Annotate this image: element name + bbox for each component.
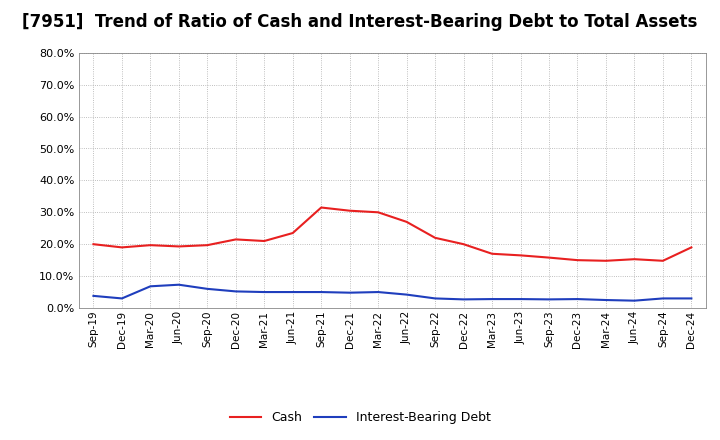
Cash xyxy=(146,242,155,248)
Cash xyxy=(289,231,297,236)
Interest-Bearing Debt xyxy=(516,297,525,302)
Interest-Bearing Debt xyxy=(402,292,411,297)
Cash xyxy=(659,258,667,264)
Cash xyxy=(232,237,240,242)
Cash xyxy=(260,238,269,244)
Cash xyxy=(630,257,639,262)
Cash xyxy=(203,242,212,248)
Cash xyxy=(346,208,354,213)
Cash xyxy=(89,242,98,247)
Interest-Bearing Debt xyxy=(346,290,354,295)
Interest-Bearing Debt xyxy=(146,284,155,289)
Interest-Bearing Debt xyxy=(203,286,212,291)
Cash xyxy=(573,257,582,263)
Interest-Bearing Debt xyxy=(602,297,611,303)
Interest-Bearing Debt xyxy=(487,297,496,302)
Line: Cash: Cash xyxy=(94,208,691,261)
Interest-Bearing Debt xyxy=(687,296,696,301)
Interest-Bearing Debt xyxy=(260,290,269,295)
Interest-Bearing Debt xyxy=(630,298,639,303)
Cash xyxy=(602,258,611,264)
Interest-Bearing Debt xyxy=(232,289,240,294)
Cash xyxy=(687,245,696,250)
Text: [7951]  Trend of Ratio of Cash and Interest-Bearing Debt to Total Assets: [7951] Trend of Ratio of Cash and Intere… xyxy=(22,13,698,31)
Cash xyxy=(402,219,411,224)
Interest-Bearing Debt xyxy=(374,290,382,295)
Cash xyxy=(174,244,183,249)
Interest-Bearing Debt xyxy=(659,296,667,301)
Cash xyxy=(374,210,382,215)
Cash xyxy=(317,205,325,210)
Cash xyxy=(545,255,554,260)
Cash xyxy=(117,245,126,250)
Interest-Bearing Debt xyxy=(459,297,468,302)
Cash xyxy=(516,253,525,258)
Interest-Bearing Debt xyxy=(289,290,297,295)
Cash xyxy=(487,251,496,257)
Interest-Bearing Debt xyxy=(174,282,183,287)
Interest-Bearing Debt xyxy=(317,290,325,295)
Interest-Bearing Debt xyxy=(545,297,554,302)
Line: Interest-Bearing Debt: Interest-Bearing Debt xyxy=(94,285,691,301)
Interest-Bearing Debt xyxy=(431,296,439,301)
Interest-Bearing Debt xyxy=(573,297,582,302)
Interest-Bearing Debt xyxy=(89,293,98,298)
Cash xyxy=(459,242,468,247)
Interest-Bearing Debt xyxy=(117,296,126,301)
Legend: Cash, Interest-Bearing Debt: Cash, Interest-Bearing Debt xyxy=(225,407,495,429)
Cash xyxy=(431,235,439,240)
